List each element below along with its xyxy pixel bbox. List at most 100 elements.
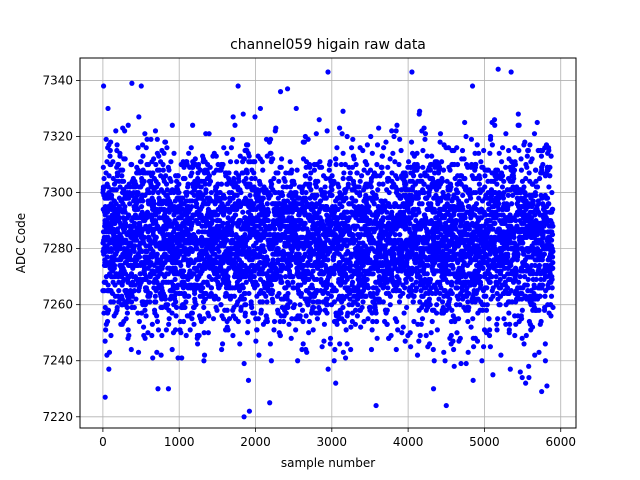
data-point: [283, 310, 289, 316]
data-point: [105, 105, 111, 112]
data-point: [335, 206, 341, 212]
data-point: [397, 136, 403, 142]
data-point: [347, 170, 353, 176]
data-point: [457, 302, 463, 308]
data-point: [197, 167, 204, 173]
data-point: [256, 352, 262, 358]
data-point: [244, 170, 250, 176]
data-point: [176, 181, 182, 187]
data-point: [458, 360, 464, 367]
data-point: [251, 268, 257, 274]
data-point: [235, 318, 241, 325]
data-point: [213, 153, 219, 159]
data-point: [143, 145, 149, 151]
data-point: [264, 318, 271, 325]
data-point: [366, 203, 372, 210]
data-point: [164, 145, 170, 151]
data-point: [416, 209, 422, 215]
data-point: [267, 192, 274, 198]
data-point: [275, 257, 281, 263]
data-point: [294, 167, 300, 173]
data-point: [365, 316, 371, 322]
data-point: [433, 310, 440, 316]
data-point: [129, 161, 135, 168]
data-point: [449, 290, 455, 297]
data-point: [439, 299, 446, 305]
data-point: [135, 349, 142, 355]
data-point: [126, 212, 132, 218]
data-point: [190, 271, 197, 277]
data-point: [193, 302, 199, 308]
data-point: [189, 310, 196, 316]
data-point: [333, 288, 339, 294]
data-point: [324, 128, 330, 134]
data-point: [155, 181, 161, 187]
data-point: [413, 279, 419, 285]
data-point: [459, 147, 466, 154]
data-point: [369, 327, 375, 333]
data-point: [270, 299, 276, 305]
data-point: [325, 366, 331, 372]
data-point: [342, 161, 348, 168]
data-point: [258, 307, 264, 313]
data-point: [363, 293, 369, 299]
data-point: [380, 215, 386, 221]
data-point: [447, 167, 453, 173]
data-point: [172, 327, 179, 333]
data-point: [308, 170, 314, 176]
data-point: [303, 189, 309, 196]
data-point: [245, 377, 252, 383]
data-point: [104, 318, 111, 325]
data-point: [271, 175, 277, 182]
data-point: [105, 282, 111, 288]
data-point: [455, 316, 462, 322]
data-point: [379, 170, 385, 176]
data-point: [110, 299, 117, 305]
data-point: [389, 128, 395, 134]
data-point: [307, 254, 314, 260]
data-point: [272, 226, 278, 232]
data-point: [243, 175, 249, 182]
data-point: [380, 181, 386, 187]
data-point: [428, 161, 435, 168]
data-point: [228, 145, 234, 151]
data-point: [451, 363, 457, 369]
data-point: [122, 128, 128, 134]
data-point: [202, 229, 208, 235]
data-point: [257, 181, 263, 187]
data-point: [251, 170, 257, 176]
data-point: [254, 327, 260, 333]
data-point: [394, 122, 400, 128]
data-point: [242, 310, 248, 316]
data-point: [301, 139, 307, 145]
data-point: [329, 187, 335, 193]
data-point: [106, 349, 113, 355]
data-point: [368, 184, 374, 190]
data-point: [104, 254, 110, 260]
data-point: [232, 122, 238, 128]
data-point: [183, 332, 189, 339]
data-point: [432, 209, 438, 215]
data-point: [180, 195, 186, 201]
data-point: [398, 147, 404, 154]
data-point: [375, 212, 381, 218]
data-point: [181, 268, 187, 274]
data-point: [217, 217, 223, 224]
data-point: [110, 159, 116, 165]
data-point: [462, 215, 468, 221]
data-point: [267, 226, 273, 232]
data-point: [271, 318, 278, 325]
data-point: [355, 302, 361, 308]
data-point: [385, 164, 391, 170]
data-point: [253, 338, 259, 344]
data-point: [122, 156, 128, 162]
data-point: [218, 181, 225, 187]
data-point: [373, 195, 380, 201]
data-point: [444, 262, 450, 269]
data-point: [201, 316, 207, 322]
data-point: [202, 181, 208, 187]
data-point: [163, 327, 169, 333]
data-point: [437, 290, 443, 297]
data-point: [214, 212, 221, 218]
data-point: [396, 288, 403, 294]
